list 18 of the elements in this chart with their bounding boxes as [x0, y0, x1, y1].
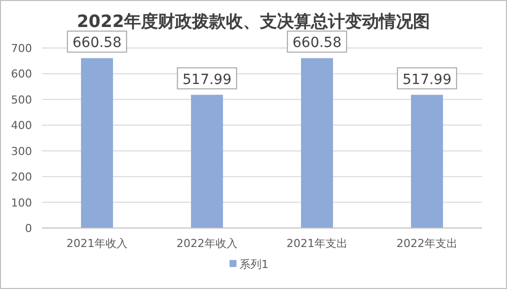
data-label: 660.58 [292, 35, 342, 52]
y-tick-label: 0 [25, 222, 32, 235]
data-label: 517.99 [182, 72, 232, 88]
x-tick-label: 2021年收入 [66, 237, 128, 250]
chart-title: 2022年度财政拨款收、支决算总计变动情况图 [76, 12, 430, 32]
x-tick-label: 2022年支出 [396, 237, 458, 250]
y-tick-label: 400 [11, 119, 32, 132]
y-tick-label: 600 [11, 68, 32, 81]
legend-label: 系列1 [240, 258, 268, 271]
y-tick-label: 100 [11, 196, 32, 210]
x-tick-label: 2022年收入 [176, 237, 238, 250]
x-tick-label: 2021年支出 [286, 237, 348, 250]
data-label: 660.58 [72, 35, 122, 52]
y-tick-label: 700 [11, 42, 32, 55]
y-tick-label: 200 [11, 170, 32, 184]
y-tick-label: 300 [11, 144, 32, 158]
data-label: 517.99 [402, 72, 452, 88]
y-tick-label: 500 [11, 93, 32, 106]
